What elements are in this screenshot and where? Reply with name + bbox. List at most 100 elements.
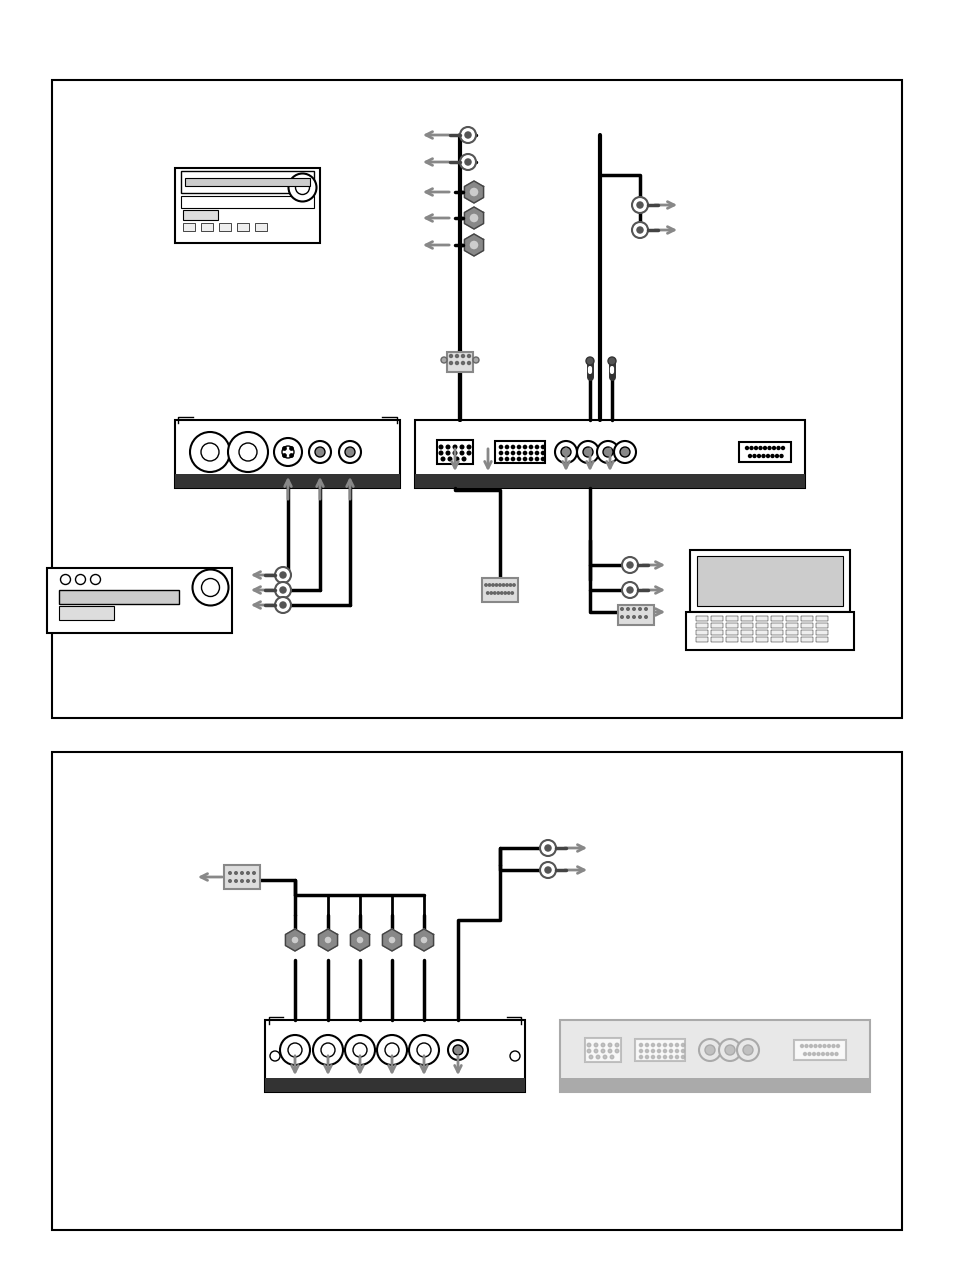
Circle shape	[680, 1043, 684, 1047]
Circle shape	[469, 240, 478, 250]
Circle shape	[662, 1055, 666, 1059]
Circle shape	[190, 432, 230, 471]
Circle shape	[314, 447, 325, 457]
Bar	[237, 223, 250, 231]
Circle shape	[492, 583, 494, 586]
Circle shape	[644, 615, 647, 618]
Circle shape	[270, 1051, 280, 1061]
Bar	[52, 80, 901, 719]
Circle shape	[409, 1034, 438, 1065]
Circle shape	[505, 457, 508, 461]
Bar	[635, 1040, 684, 1061]
Circle shape	[631, 222, 647, 238]
Bar	[801, 623, 812, 628]
Circle shape	[449, 354, 452, 358]
Circle shape	[759, 446, 761, 450]
Circle shape	[282, 446, 286, 451]
Bar	[201, 223, 213, 231]
Circle shape	[631, 197, 647, 213]
Circle shape	[498, 446, 502, 448]
Circle shape	[459, 127, 476, 143]
Bar	[770, 637, 782, 642]
Circle shape	[645, 1050, 648, 1052]
Bar	[181, 195, 314, 208]
Circle shape	[610, 1055, 613, 1059]
Circle shape	[274, 598, 291, 613]
Circle shape	[757, 455, 760, 457]
Circle shape	[453, 1045, 462, 1055]
Circle shape	[587, 1043, 590, 1047]
Bar	[559, 1078, 869, 1092]
Bar	[770, 631, 782, 634]
Circle shape	[388, 936, 395, 944]
Bar	[710, 637, 722, 642]
Circle shape	[776, 446, 780, 450]
Circle shape	[765, 455, 769, 457]
Bar	[740, 623, 752, 628]
Circle shape	[459, 445, 463, 448]
Circle shape	[651, 1055, 654, 1059]
Bar	[696, 617, 707, 620]
Bar	[785, 631, 797, 634]
Circle shape	[247, 871, 249, 874]
Circle shape	[461, 457, 465, 461]
Circle shape	[355, 936, 364, 944]
Circle shape	[511, 446, 514, 448]
Bar	[183, 209, 218, 219]
Circle shape	[493, 592, 496, 594]
Circle shape	[800, 1045, 802, 1047]
Circle shape	[555, 441, 577, 462]
Circle shape	[282, 446, 294, 457]
Circle shape	[836, 1045, 839, 1047]
Bar	[618, 605, 654, 626]
Circle shape	[500, 592, 502, 594]
Circle shape	[461, 362, 464, 364]
Circle shape	[464, 132, 471, 138]
Circle shape	[274, 438, 302, 466]
Bar	[481, 578, 517, 603]
Bar	[725, 637, 738, 642]
Bar	[696, 623, 707, 628]
Circle shape	[626, 587, 633, 592]
Circle shape	[484, 583, 487, 586]
Circle shape	[775, 455, 778, 457]
Circle shape	[541, 451, 544, 455]
Bar	[185, 177, 310, 186]
Circle shape	[644, 608, 647, 610]
Circle shape	[529, 451, 532, 455]
Circle shape	[511, 592, 513, 594]
Circle shape	[535, 457, 538, 461]
Circle shape	[539, 840, 556, 856]
Circle shape	[637, 203, 642, 208]
Bar	[710, 631, 722, 634]
Polygon shape	[350, 929, 369, 950]
Bar	[770, 623, 782, 628]
Circle shape	[719, 1040, 740, 1061]
Circle shape	[295, 181, 309, 195]
Circle shape	[535, 451, 538, 455]
Circle shape	[502, 583, 504, 586]
Bar	[183, 223, 195, 231]
Bar	[755, 631, 767, 634]
Circle shape	[280, 1034, 310, 1065]
Circle shape	[602, 1055, 606, 1059]
Circle shape	[600, 1043, 604, 1047]
Circle shape	[507, 592, 510, 594]
Bar	[725, 617, 738, 620]
Bar	[436, 440, 473, 464]
Circle shape	[449, 362, 452, 364]
Circle shape	[505, 451, 508, 455]
Circle shape	[822, 1045, 825, 1047]
Bar	[740, 637, 752, 642]
Circle shape	[638, 608, 640, 610]
Circle shape	[619, 447, 629, 457]
Circle shape	[621, 582, 638, 598]
Circle shape	[813, 1045, 816, 1047]
Circle shape	[781, 446, 783, 450]
Circle shape	[498, 457, 502, 461]
Circle shape	[469, 213, 478, 223]
Circle shape	[812, 1052, 815, 1055]
Bar	[696, 631, 707, 634]
Circle shape	[469, 187, 478, 197]
Circle shape	[585, 357, 594, 364]
